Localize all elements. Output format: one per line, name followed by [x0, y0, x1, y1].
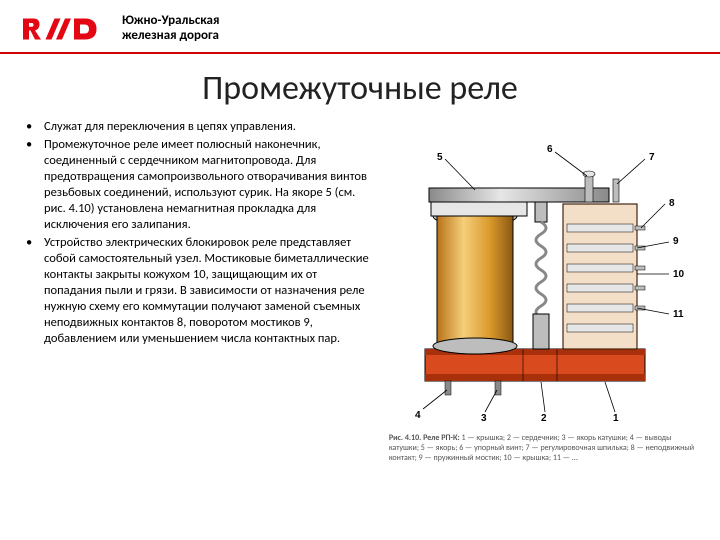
bullet-item: Промежуточное реле имеет полюсный наконе… [18, 137, 375, 233]
svg-text:1: 1 [613, 413, 619, 424]
relay-diagram: 5 6 7 8 9 10 11 4 [385, 124, 685, 424]
svg-text:10: 10 [673, 269, 685, 280]
svg-text:5: 5 [437, 152, 443, 163]
svg-text:2: 2 [541, 413, 547, 424]
svg-text:8: 8 [669, 198, 675, 209]
slide-header: Южно-Уральская железная дорога [0, 0, 720, 54]
svg-text:6: 6 [547, 144, 553, 155]
text-column: Служат для переключения в цепях управлен… [18, 119, 385, 463]
svg-text:9: 9 [673, 236, 679, 247]
bullet-item: Устройство электрических блокировок реле… [18, 235, 375, 347]
org-line2: железная дорога [122, 29, 219, 44]
content-area: Служат для переключения в цепях управлен… [0, 119, 720, 463]
slide-title: Промежуточные реле [0, 68, 720, 109]
svg-text:7: 7 [649, 152, 655, 163]
bullet-list: Служат для переключения в цепях управлен… [18, 119, 375, 347]
org-name: Южно-Уральская железная дорога [122, 14, 219, 44]
rzd-logo [20, 12, 110, 46]
org-line1: Южно-Уральская [122, 14, 219, 29]
svg-text:11: 11 [673, 309, 684, 320]
figure-column: 5 6 7 8 9 10 11 4 [385, 119, 702, 463]
figure-caption: Рис. 4.10. Реле РП-К: 1 — крышка; 2 — се… [385, 433, 702, 463]
svg-text:4: 4 [415, 410, 421, 421]
bullet-item: Служат для переключения в цепях управлен… [18, 119, 375, 135]
caption-title: Рис. 4.10. Реле РП-К: [389, 433, 460, 443]
svg-text:3: 3 [481, 413, 487, 424]
